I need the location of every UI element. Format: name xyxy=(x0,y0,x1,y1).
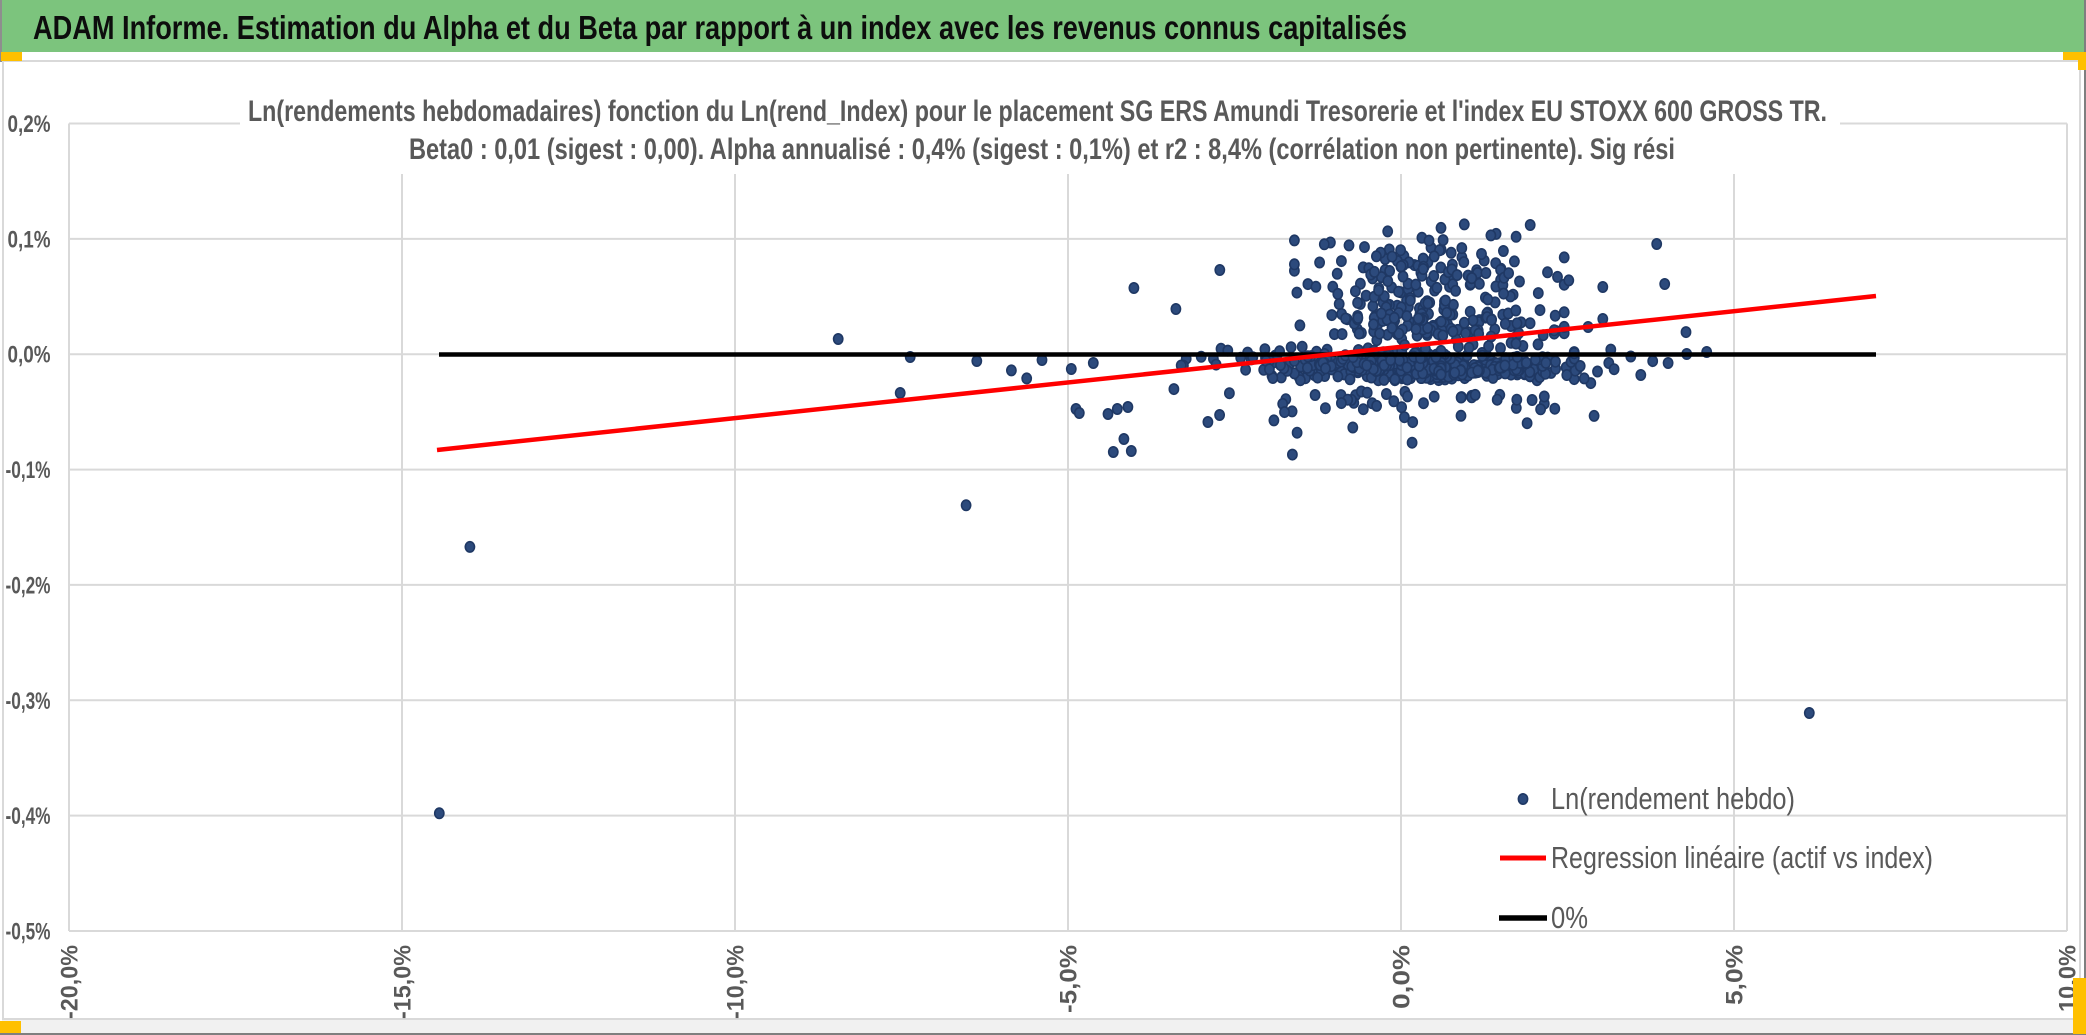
svg-text:5,0%: 5,0% xyxy=(1722,945,1749,1005)
svg-text:-20,0%: -20,0% xyxy=(57,945,84,1019)
svg-text:Ln(rendement hebdo): Ln(rendement hebdo) xyxy=(1551,781,1795,816)
svg-text:-0,4%: -0,4% xyxy=(6,803,51,830)
svg-text:Regression linéaire (actif vs: Regression linéaire (actif vs index) xyxy=(1551,840,1933,875)
svg-text:Ln(rendements hebdomadaires) f: Ln(rendements hebdomadaires) fonction du… xyxy=(248,95,1827,128)
svg-text:-15,0%: -15,0% xyxy=(390,945,417,1019)
svg-text:-0,5%: -0,5% xyxy=(6,919,51,946)
svg-text:-10,0%: -10,0% xyxy=(723,945,750,1019)
svg-text:0,0%: 0,0% xyxy=(1389,945,1416,1009)
svg-text:0,2%: 0,2% xyxy=(8,111,51,138)
svg-text:-5,0%: -5,0% xyxy=(1056,945,1083,1013)
svg-text:Beta0 : 0,01 (sigest : 0,00).: Beta0 : 0,01 (sigest : 0,00). Alpha annu… xyxy=(409,133,1675,166)
svg-text:0,1%: 0,1% xyxy=(8,226,51,253)
svg-text:ADAM Informe. Estimation du Al: ADAM Informe. Estimation du Alpha et du … xyxy=(33,9,1407,46)
svg-text:-0,3%: -0,3% xyxy=(6,688,51,715)
svg-text:0%: 0% xyxy=(1551,900,1588,935)
svg-text:0,0%: 0,0% xyxy=(8,342,51,369)
svg-text:-0,1%: -0,1% xyxy=(6,457,51,484)
svg-text:-0,2%: -0,2% xyxy=(6,572,51,599)
